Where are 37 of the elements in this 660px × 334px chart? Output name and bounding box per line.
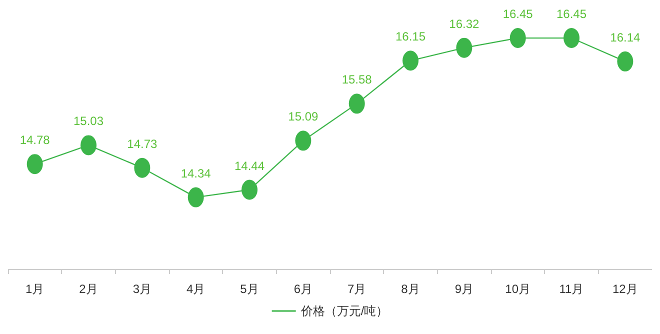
point: [456, 38, 472, 58]
data-label: 14.34: [180, 166, 212, 180]
x-tick-label: 3月: [132, 282, 152, 296]
point: [564, 28, 580, 48]
point: [295, 130, 312, 151]
point: [26, 154, 43, 174]
data-label: 16.45: [502, 7, 534, 21]
data-label: 14.73: [127, 136, 158, 151]
data-label: 15.03: [73, 114, 104, 128]
x-tick-label: 1月: [25, 282, 44, 296]
point: [617, 51, 634, 72]
x-tick-label: 11月: [559, 282, 584, 296]
point: [348, 94, 365, 114]
point: [242, 180, 258, 200]
data-label: 16.14: [610, 30, 641, 44]
x-tick-label: 5月: [240, 282, 259, 296]
x-tick-label: 6月: [294, 282, 313, 296]
x-tick-label: 7月: [347, 282, 366, 296]
data-label: 15.58: [342, 72, 372, 87]
data-label: 15.09: [288, 110, 319, 124]
data-label: 16.32: [449, 16, 480, 31]
legend-label: 价格（万元/吨）: [300, 304, 388, 318]
x-tick-label: 12月: [612, 282, 638, 296]
data-label: 14.78: [20, 133, 50, 148]
x-tick-label: 2月: [79, 282, 98, 296]
point: [188, 187, 204, 208]
point: [402, 50, 418, 71]
x-tick-label: 4月: [186, 282, 206, 296]
data-label: 16.45: [556, 7, 587, 21]
point: [134, 158, 150, 178]
data-label: 16.15: [395, 30, 426, 44]
data-label: 14.44: [234, 158, 265, 173]
point: [510, 28, 526, 48]
x-tick-label: 9月: [454, 282, 474, 296]
x-tick-label: 10月: [505, 282, 531, 296]
point: [80, 135, 96, 156]
x-tick-label: 8月: [401, 282, 420, 296]
